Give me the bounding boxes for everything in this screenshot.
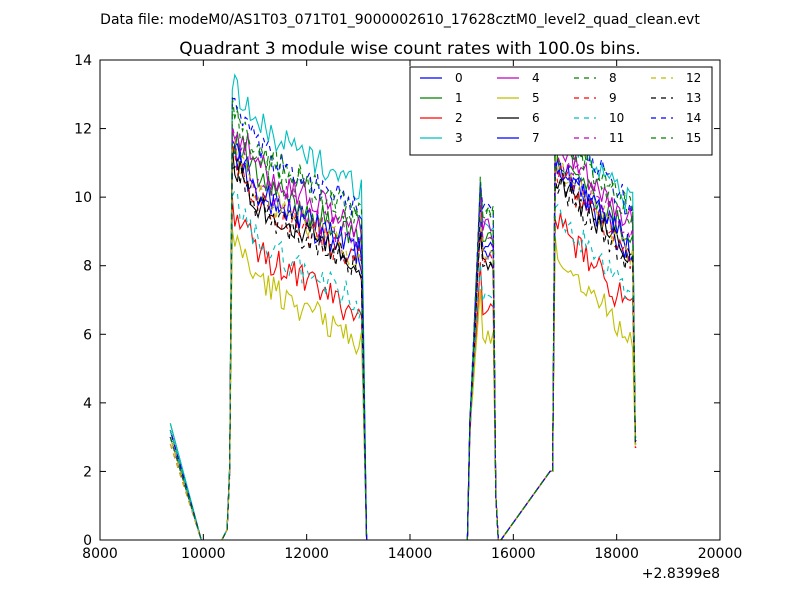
series-line-15 — [169, 106, 637, 540]
legend-label-7: 7 — [532, 131, 540, 145]
x-tick-label: 8000 — [82, 546, 118, 562]
legend-label-11: 11 — [609, 131, 624, 145]
legend-label-9: 9 — [609, 91, 617, 105]
y-tick-label: 12 — [74, 122, 92, 138]
series-line-6 — [169, 145, 637, 540]
series-line-10 — [169, 189, 637, 540]
series-line-3 — [169, 73, 637, 540]
chart-title: Quadrant 3 module wise count rates with … — [179, 39, 640, 59]
series-line-12 — [169, 139, 637, 540]
x-offset-label: +2.8399e8 — [642, 566, 720, 582]
legend-label-1: 1 — [455, 91, 463, 105]
axes: 8000 10000 12000 14000 16000 18000 20000 0 2 4 6 8 1… — [74, 53, 742, 582]
x-tick-label: 18000 — [594, 546, 639, 562]
x-tick-label: 16000 — [491, 546, 536, 562]
legend-label-6: 6 — [532, 111, 540, 125]
x-tick-label: 12000 — [284, 546, 329, 562]
legend-label-3: 3 — [455, 131, 463, 145]
series-line-2 — [169, 197, 637, 540]
y-tick-label: 10 — [74, 190, 92, 206]
y-tick-label: 0 — [83, 533, 92, 549]
y-tick-label: 6 — [83, 327, 92, 343]
x-tick-label: 20000 — [698, 546, 743, 562]
legend-label-5: 5 — [532, 91, 540, 105]
figure-suptitle: Data file: modeM0/AS1T03_071T01_90000026… — [100, 12, 700, 28]
series-line-8 — [169, 96, 637, 540]
series-line-9 — [169, 144, 637, 540]
series-line-4 — [169, 121, 637, 540]
legend-label-4: 4 — [532, 71, 540, 85]
legend-label-12: 12 — [686, 71, 701, 85]
legend-box — [409, 66, 713, 156]
x-tick-label: 14000 — [388, 546, 433, 562]
x-tick-label: 10000 — [181, 546, 226, 562]
y-tick-label: 8 — [83, 259, 92, 275]
series-line-5 — [169, 229, 637, 540]
legend-label-10: 10 — [609, 111, 624, 125]
y-tick-label: 2 — [83, 464, 92, 480]
legend-label-0: 0 — [455, 71, 463, 85]
legend-label-8: 8 — [609, 71, 617, 85]
series-line-14 — [169, 97, 637, 540]
series-layer — [169, 73, 637, 540]
series-line-0 — [169, 143, 637, 540]
y-tick-label: 4 — [83, 396, 92, 412]
series-line-11 — [169, 125, 637, 540]
y-tick-label: 14 — [74, 53, 92, 69]
legend-label-13: 13 — [686, 91, 701, 105]
legend-label-15: 15 — [686, 131, 701, 145]
legend-label-2: 2 — [455, 111, 463, 125]
series-line-7 — [169, 138, 637, 540]
legend-label-14: 14 — [686, 111, 701, 125]
